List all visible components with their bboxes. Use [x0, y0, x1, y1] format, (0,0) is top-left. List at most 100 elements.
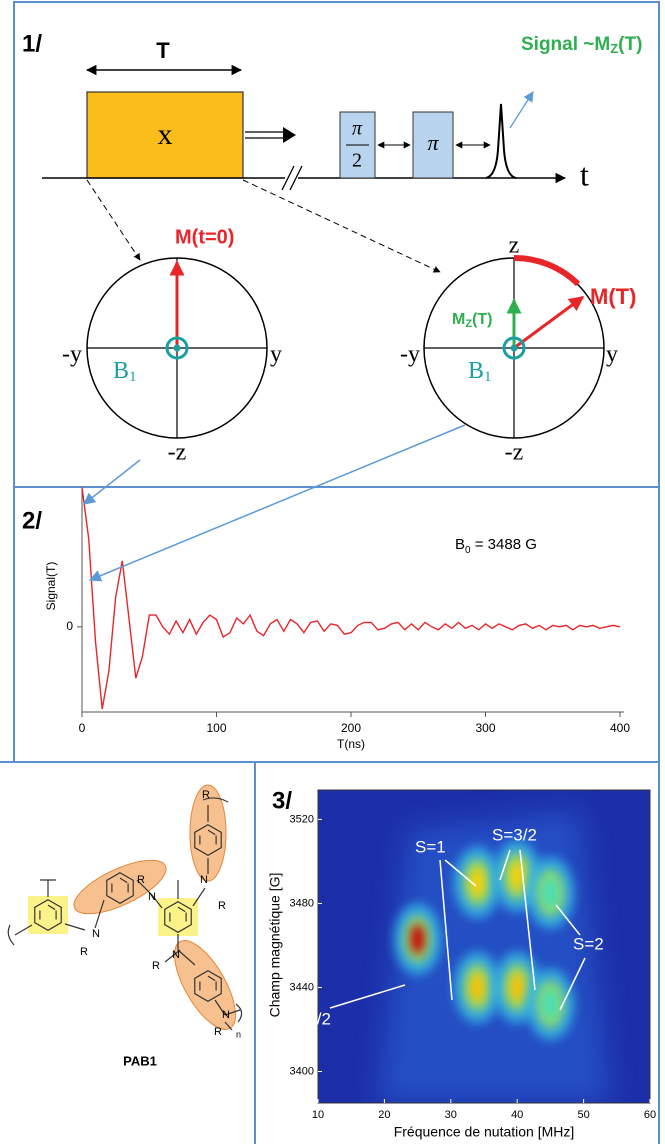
atom: N — [222, 1009, 230, 1021]
spot-core — [470, 867, 485, 898]
annotation: S=1 — [415, 837, 446, 856]
atom: N — [148, 891, 156, 903]
b1-text: B — [113, 358, 129, 384]
molecule: N R N R N R R N R N R n PAB1 — [7, 784, 243, 1068]
axis-label: y — [270, 342, 282, 368]
annotation-end: = 3488 G — [471, 536, 537, 553]
axis-break — [281, 165, 303, 191]
x-tick-label: 400 — [610, 721, 630, 735]
half-pulse-num: π — [352, 118, 363, 140]
x-tick-label: 20 — [378, 1109, 390, 1121]
atom: N — [172, 949, 180, 961]
b1-sub: 1 — [129, 369, 137, 385]
mz-end: (T) — [472, 311, 492, 328]
axis-label: -y — [400, 342, 420, 368]
period-label: T — [156, 38, 170, 63]
annotation-sub: 0 — [465, 545, 471, 556]
mz-label: MZ(T) — [452, 311, 493, 330]
half-pulse-den: 2 — [352, 150, 362, 172]
annotation: B0 = 3488 G — [455, 536, 537, 556]
signal-text: Signal ~M — [521, 34, 610, 55]
atom: N — [200, 874, 208, 886]
b1-label: B1 — [468, 358, 492, 386]
y-tick-label: 3520 — [290, 813, 314, 825]
leader-line — [439, 859, 453, 1001]
y-tick-label: 3400 — [290, 1065, 314, 1077]
atom: R — [218, 900, 226, 912]
b1-symbol — [502, 336, 526, 360]
y-tick-label: 3440 — [290, 981, 314, 993]
highlight — [174, 940, 236, 1030]
spot — [393, 903, 442, 976]
b1-dot — [510, 344, 518, 352]
y-tick-label: 0 — [66, 619, 73, 633]
signal-line — [81, 487, 621, 710]
x-tick-label: 0 — [79, 721, 86, 735]
leader-line — [555, 904, 581, 936]
bonds — [7, 797, 243, 1031]
x-tick-label: 30 — [445, 1109, 457, 1121]
signal-label: Signal ~MZ(T) — [521, 34, 642, 56]
molecule-name: PAB1 — [123, 1053, 157, 1068]
atom: R — [137, 874, 145, 886]
axis-label: -z — [168, 440, 187, 466]
x-tick-label: 300 — [475, 721, 495, 735]
x-tick-label: 60 — [644, 1109, 656, 1121]
y-tick-label: 3480 — [290, 897, 314, 909]
y-axis-label: Signal(T) — [44, 562, 58, 611]
spot — [526, 856, 575, 929]
x-tick-label: 10 — [312, 1109, 324, 1121]
spot-core — [543, 877, 558, 908]
atom: R — [80, 946, 88, 958]
panel-label: 2/ — [22, 507, 42, 534]
spot — [453, 846, 502, 919]
spot-core — [410, 924, 425, 955]
x-tick-label: 50 — [577, 1109, 589, 1121]
highlight — [73, 859, 167, 915]
arrowhead — [283, 127, 296, 143]
connector-arrow — [83, 459, 141, 505]
panel-label: 3/ — [272, 787, 292, 814]
spot — [453, 951, 502, 1024]
x-tick-label: 200 — [341, 721, 361, 735]
magnetization-arrow — [513, 295, 585, 350]
signal-arrow — [509, 91, 534, 129]
b1-dot — [173, 344, 181, 352]
dashed-arrow — [242, 179, 441, 273]
spot-core — [470, 972, 485, 1003]
full-pulse-label: π — [427, 130, 439, 155]
annotation: S=1/2 — [286, 1009, 331, 1028]
b1-text: B — [468, 358, 484, 384]
plot-frame — [317, 789, 651, 1104]
axis-label: -z — [505, 440, 524, 466]
highlight — [189, 784, 227, 882]
double-line — [245, 131, 285, 139]
x-tick-label: 100 — [206, 721, 226, 735]
leader-line — [559, 957, 586, 1011]
annotation: S=2 — [573, 934, 604, 953]
panel-1: 1/ T x t π 2 π Signal ~MZ(T) M(t=0) -y y… — [22, 30, 642, 465]
time-label: t — [580, 156, 589, 192]
axis-label: z — [509, 233, 520, 259]
mz-sub: Z — [465, 318, 472, 330]
b1-sub: 1 — [484, 369, 492, 385]
mz-text: M — [452, 311, 465, 328]
annotation: S=3/2 — [492, 825, 537, 844]
highlight — [158, 898, 198, 936]
rotation-arc — [513, 254, 581, 287]
atom: N — [92, 928, 100, 940]
leader-line — [444, 859, 477, 887]
signal-end: (T) — [618, 34, 642, 55]
connector-arrow — [88, 424, 466, 582]
x-tick-label: 40 — [511, 1109, 523, 1121]
spot-core — [543, 989, 558, 1020]
full-pulse-box — [412, 111, 454, 179]
mt-label: M(T) — [590, 284, 636, 309]
leader-line — [499, 849, 511, 881]
pulse-label: x — [158, 118, 173, 151]
signal-sub: Z — [610, 41, 618, 56]
